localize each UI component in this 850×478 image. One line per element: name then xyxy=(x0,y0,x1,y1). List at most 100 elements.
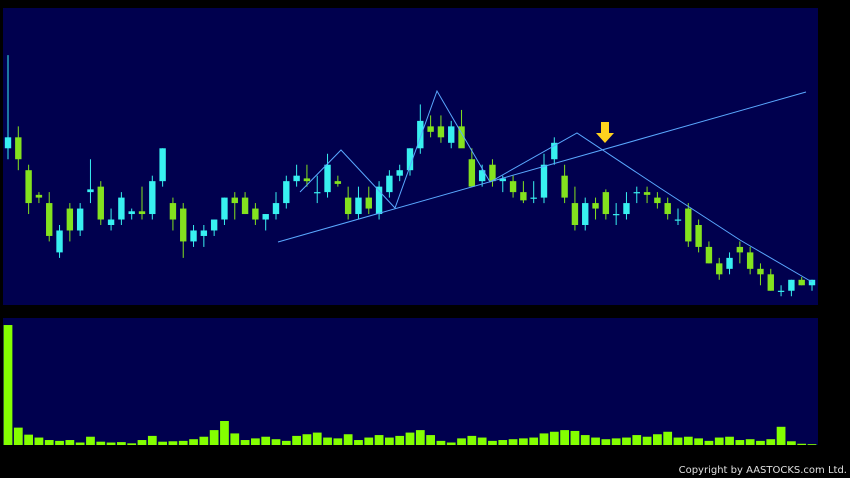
candle-body xyxy=(540,164,548,198)
candle-body xyxy=(231,197,238,204)
arrow-marker xyxy=(596,122,614,143)
candle-body xyxy=(417,120,424,149)
candle-body xyxy=(808,279,816,286)
candle-body xyxy=(35,194,43,198)
candle-body xyxy=(561,175,568,198)
candle-body xyxy=(489,164,496,182)
candle-body xyxy=(252,208,259,220)
volume-bar xyxy=(302,434,312,445)
candle-body xyxy=(272,203,280,215)
candle-body xyxy=(798,279,805,286)
volume-bar xyxy=(725,436,734,445)
candle-body xyxy=(551,142,558,160)
candle-body xyxy=(427,126,434,132)
candle-body xyxy=(56,230,63,253)
candle-body xyxy=(190,230,197,242)
candle-body xyxy=(76,208,84,231)
candle-body xyxy=(241,197,249,215)
volume-bar xyxy=(436,440,446,445)
candle-body xyxy=(355,197,362,215)
volume-bar xyxy=(467,435,477,445)
volume-bar xyxy=(251,438,260,445)
volume-bar xyxy=(220,421,229,445)
volume-bar xyxy=(529,437,539,445)
candle-body xyxy=(25,170,32,204)
candle-body xyxy=(200,230,208,236)
candle-body xyxy=(180,208,187,242)
volume-bar xyxy=(498,440,508,445)
volume-bar xyxy=(632,435,642,445)
volume-bar xyxy=(230,433,240,445)
candle-body xyxy=(221,197,228,220)
volume-bar xyxy=(281,440,291,445)
candle-body xyxy=(15,137,22,160)
volume-bar xyxy=(735,440,745,445)
volume-bar xyxy=(611,438,621,445)
candle-body xyxy=(97,186,104,220)
candle-body xyxy=(654,197,661,204)
volume-bar xyxy=(385,437,394,445)
volume-bar xyxy=(694,438,703,445)
candle-body xyxy=(705,246,713,264)
volume-bar xyxy=(343,434,353,445)
candle-body xyxy=(571,203,579,225)
candle-body xyxy=(736,246,744,253)
candle-body xyxy=(324,164,331,193)
volume-bar xyxy=(457,438,466,445)
volume-bar xyxy=(704,440,714,445)
candle-body xyxy=(612,214,620,216)
candle-body xyxy=(602,192,610,215)
volume-bar xyxy=(3,325,13,445)
volume-bar xyxy=(601,439,611,445)
volume-bar xyxy=(591,437,600,445)
volume-bar xyxy=(117,442,126,445)
volume-bar xyxy=(312,432,322,445)
candle-body xyxy=(623,203,630,215)
volume-bar xyxy=(797,443,807,445)
volume-bar xyxy=(65,440,75,445)
candle-body xyxy=(520,192,527,201)
candle-body xyxy=(685,208,692,242)
candle-body xyxy=(633,192,640,194)
volume-bar xyxy=(34,437,44,445)
candle-body xyxy=(293,175,300,182)
volume-bar xyxy=(261,436,271,445)
candle-body xyxy=(314,192,321,194)
volume-bar xyxy=(415,430,425,445)
candle-body xyxy=(66,208,74,231)
candle-body xyxy=(468,159,476,187)
volume-bar xyxy=(147,435,157,445)
volume-bar xyxy=(807,444,817,445)
volume-bar xyxy=(488,440,497,445)
volume-bar xyxy=(75,442,85,445)
candle-body xyxy=(386,175,393,193)
candle-body xyxy=(149,181,156,215)
candle-body xyxy=(777,290,785,292)
candle-body xyxy=(87,189,94,193)
volume-bar xyxy=(86,436,95,445)
volume-bar xyxy=(653,434,662,445)
volume-bar xyxy=(560,430,569,445)
volume-bar xyxy=(323,437,332,445)
volume-bar xyxy=(24,434,33,445)
candle-body xyxy=(530,197,537,199)
volume-bar xyxy=(158,441,167,445)
volume-bar xyxy=(199,436,209,445)
trend-line xyxy=(277,91,807,243)
candle-body xyxy=(582,203,589,225)
candle-body xyxy=(458,126,465,149)
candle-body xyxy=(716,263,723,275)
candle-body xyxy=(344,197,352,215)
volume-bar xyxy=(756,440,765,445)
volume-bar xyxy=(374,435,384,445)
candle-body xyxy=(788,279,795,291)
candle-body xyxy=(509,181,517,193)
candle-body xyxy=(448,126,455,143)
candle-body xyxy=(396,170,403,176)
volume-bar xyxy=(178,440,188,445)
marks xyxy=(3,55,817,445)
volume-bar xyxy=(622,437,631,445)
volume-bar xyxy=(405,432,415,445)
volume-bar xyxy=(477,437,487,445)
